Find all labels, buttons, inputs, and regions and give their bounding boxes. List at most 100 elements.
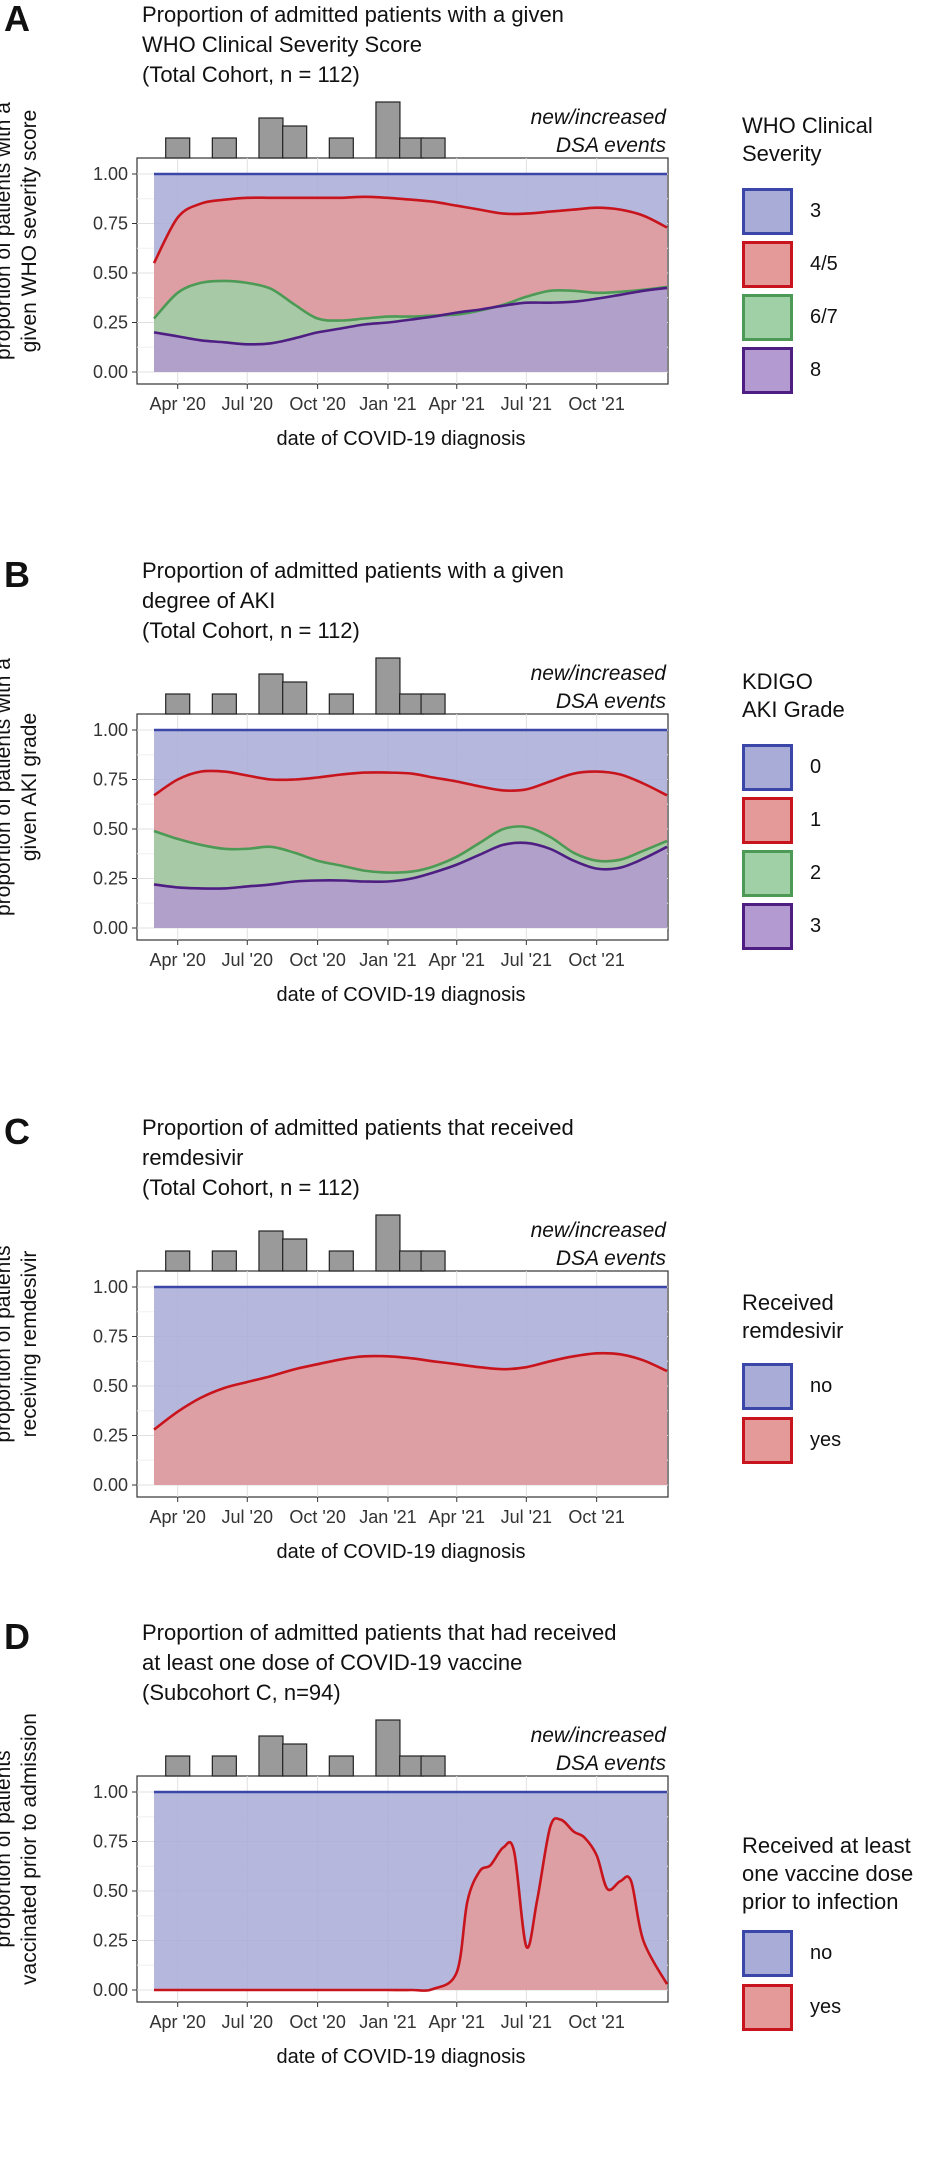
- series-line: [154, 1817, 669, 1992]
- panel-c: C Proportion of admitted patients that r…: [0, 1111, 937, 1653]
- histogram-bar: [328, 1755, 354, 1777]
- histogram-bar: [420, 693, 446, 715]
- legend-key: [742, 1363, 793, 1410]
- series-line: [153, 841, 668, 890]
- x-tick-label: Jul '21: [501, 2012, 552, 2032]
- x-tick-label: Jan '21: [359, 1507, 416, 1527]
- x-tick-label: Jan '21: [359, 950, 416, 970]
- series-line: [153, 769, 668, 797]
- panel-letter: A: [4, 0, 30, 39]
- histogram-bar: [165, 693, 191, 715]
- histogram-bar: [211, 693, 237, 715]
- x-tick-label: Jul '20: [222, 394, 273, 414]
- events-label: DSA events: [556, 690, 667, 713]
- x-tick-label: Jul '21: [501, 950, 552, 970]
- panel-title: Proportion of admitted patients with a g…: [142, 558, 564, 643]
- x-tick-label: Oct '20: [289, 950, 345, 970]
- legend-key: [742, 1417, 793, 1464]
- legend-title: WHO Clinical Severity: [742, 113, 873, 166]
- series-line: [153, 279, 668, 322]
- area-series: [154, 842, 667, 928]
- histogram-bar: [375, 101, 401, 159]
- panel-d: D Proportion of admitted patients that h…: [0, 1616, 937, 2158]
- x-tick-label: Oct '20: [289, 2012, 345, 2032]
- y-tick-label: 1.00: [93, 1277, 128, 1297]
- legend-key: [742, 347, 793, 394]
- histogram-bar: [375, 1719, 401, 1777]
- x-tick-label: Jan '21: [359, 394, 416, 414]
- y-tick-label: 0.75: [93, 1832, 128, 1852]
- histogram-bar: [420, 1250, 446, 1272]
- x-tick-label: Oct '21: [568, 2012, 624, 2032]
- legend-key: [742, 797, 793, 844]
- histogram-bar: [282, 681, 308, 715]
- legend-key: [742, 294, 793, 341]
- x-tick-label: Apr '21: [429, 394, 485, 414]
- y-tick-label: 0.00: [93, 362, 128, 382]
- histogram-bar: [211, 1755, 237, 1777]
- legend-label: 6/7: [810, 306, 838, 328]
- panel-letter: B: [4, 554, 30, 595]
- events-label: new/increased: [531, 1219, 668, 1242]
- x-axis-label: date of COVID-19 diagnosis: [276, 428, 526, 450]
- legend-key: [742, 744, 793, 791]
- histogram-bar: [282, 1743, 308, 1777]
- x-tick-label: Jul '21: [501, 1507, 552, 1527]
- histogram-bar: [399, 137, 425, 159]
- x-tick-label: Jul '20: [222, 1507, 273, 1527]
- events-label: DSA events: [556, 1247, 667, 1270]
- area-series: [154, 287, 667, 372]
- chart-svg: 1.00 0.75 0.50 0.25 0.00 Apr '20 Jul '20 Oct '2…: [93, 1719, 669, 2032]
- y-tick-label: 1.00: [93, 720, 128, 740]
- x-tick-label: Apr '20: [149, 2012, 205, 2032]
- legend-key: [742, 241, 793, 288]
- y-tick-label: 0.00: [93, 918, 128, 938]
- x-tick-label: Oct '21: [568, 1507, 624, 1527]
- x-tick-label: Apr '21: [429, 950, 485, 970]
- histogram-bar: [211, 1250, 237, 1272]
- x-tick-label: Apr '20: [149, 1507, 205, 1527]
- x-tick-label: Oct '21: [568, 394, 624, 414]
- histogram-bar: [258, 117, 284, 159]
- histogram-bar: [420, 137, 446, 159]
- x-axis-label: date of COVID-19 diagnosis: [276, 984, 526, 1006]
- legend-key: [742, 188, 793, 235]
- series-line: [153, 286, 668, 346]
- x-tick-label: Oct '20: [289, 394, 345, 414]
- y-tick-label: 0.50: [93, 819, 128, 839]
- legend-key: [742, 1930, 793, 1977]
- legend-title: KDIGO AKI Grade: [742, 669, 845, 722]
- legend-key: [742, 1984, 793, 2031]
- histogram-bar: [399, 1250, 425, 1272]
- y-tick-label: 0.75: [93, 214, 128, 234]
- x-axis-label: date of COVID-19 diagnosis: [276, 1541, 526, 1563]
- y-tick-label: 0.25: [93, 869, 128, 889]
- legend-title: Received at least one vaccine dose prior…: [742, 1833, 914, 1914]
- legend-label: 8: [810, 359, 822, 381]
- panel-b: B Proportion of admitted patients with a…: [0, 554, 937, 1096]
- y-tick-label: 1.00: [93, 164, 128, 184]
- legend-label: yes: [810, 1429, 842, 1451]
- x-tick-label: Jul '21: [501, 394, 552, 414]
- y-tick-label: 0.25: [93, 1426, 128, 1446]
- panel-a: A Proportion of admitted patients with a…: [0, 0, 937, 540]
- histogram-bar: [165, 137, 191, 159]
- y-tick-label: 0.00: [93, 1475, 128, 1495]
- x-tick-label: Apr '21: [429, 2012, 485, 2032]
- legend-label: 2: [810, 862, 822, 884]
- y-tick-label: 0.00: [93, 1980, 128, 2000]
- x-axis-label: date of COVID-19 diagnosis: [276, 2046, 526, 2068]
- histogram-bar: [328, 693, 354, 715]
- histogram-bar: [328, 1250, 354, 1272]
- legend-label: 1: [810, 809, 822, 831]
- legend-label: 4/5: [810, 253, 838, 275]
- histogram-bar: [165, 1755, 191, 1777]
- series-line: [153, 1351, 668, 1431]
- histogram-bar: [399, 1755, 425, 1777]
- histogram-bar: [399, 693, 425, 715]
- legend-label: 3: [810, 915, 822, 937]
- events-label: DSA events: [556, 1752, 667, 1775]
- x-tick-label: Oct '21: [568, 950, 624, 970]
- legend-label: no: [810, 1375, 833, 1397]
- histogram-bar: [328, 137, 354, 159]
